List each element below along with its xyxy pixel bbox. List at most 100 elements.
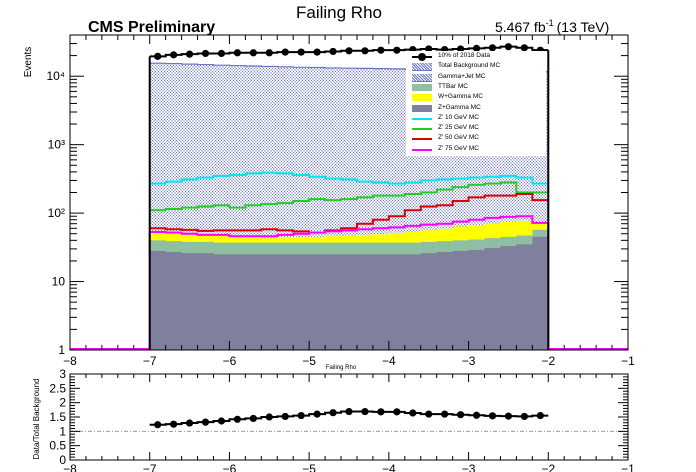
ratio-point xyxy=(154,421,162,429)
ratio-point xyxy=(488,412,497,420)
x-tick-label: −4 xyxy=(382,354,396,368)
ratio-y-tick-label: 3 xyxy=(59,367,66,381)
ratio-point xyxy=(393,408,401,416)
data-point xyxy=(265,49,273,57)
ratio-point xyxy=(472,411,481,419)
ratio-point xyxy=(345,407,353,416)
y-tick-label: 10³ xyxy=(48,138,65,152)
chart-title: Failing Rho xyxy=(296,3,382,22)
cms-label: CMS Preliminary xyxy=(88,19,215,36)
legend-swatch xyxy=(412,128,432,131)
lower-axes: −8 −7 −6 −5 −4 −3 −2 −1 00.511.522.53 xyxy=(49,367,635,472)
legend-swatch xyxy=(412,104,432,112)
legend-entry: Z' 75 GeV MC xyxy=(406,144,546,155)
ratio-point xyxy=(536,411,544,420)
ratio-y-tick-label: 0.5 xyxy=(49,439,66,453)
legend-label: Z' 10 GeV MC xyxy=(438,113,479,121)
data-outline xyxy=(149,45,549,58)
ratio-point xyxy=(201,418,210,426)
ratio-point xyxy=(281,412,289,421)
lumi-label: 5.467 fb-1 (13 TeV) xyxy=(495,18,609,35)
y-tick-label: 10 xyxy=(52,275,66,289)
legend-swatch xyxy=(412,73,432,82)
x-tick-label: −3 xyxy=(462,354,476,368)
ratio-x-tick-label: −1 xyxy=(621,462,635,472)
ratio-y-tick-label: 1.5 xyxy=(49,410,66,424)
legend-swatch xyxy=(412,138,432,141)
ratio-point xyxy=(425,410,433,418)
data-point xyxy=(345,47,353,55)
ratio-point xyxy=(377,408,385,416)
ratio-x-tick-label: −6 xyxy=(223,462,237,472)
ratio-point xyxy=(361,407,369,416)
ratio-point xyxy=(233,415,241,423)
legend-swatch xyxy=(412,148,432,151)
ratio-point xyxy=(313,410,321,418)
upper-y-axis-label: Events xyxy=(23,47,34,78)
data-point xyxy=(457,45,465,53)
ratio-point xyxy=(441,410,449,418)
z-gamma-bar xyxy=(484,247,501,350)
z-gamma-bar xyxy=(356,254,374,350)
x-tick-label: −1 xyxy=(621,354,635,368)
legend-entry: Z+Gamma MC xyxy=(406,103,546,114)
legend-swatch xyxy=(412,63,432,72)
legend-swatch xyxy=(412,94,432,102)
data-point xyxy=(201,49,210,58)
ratio-point xyxy=(185,419,194,427)
data-point xyxy=(185,50,194,58)
x-tick-label: −7 xyxy=(143,354,157,368)
z-gamma-bar xyxy=(309,254,326,350)
data-point xyxy=(313,48,321,56)
z-gamma-bar xyxy=(181,253,198,350)
upper-x-axis-label: Failing Rho xyxy=(326,365,357,371)
z-gamma-bar xyxy=(372,254,390,350)
z-gamma-bar xyxy=(277,254,294,350)
legend-label: Z' 75 GeV MC xyxy=(438,144,479,152)
legend-label: 10% of 2018 Data xyxy=(438,52,491,59)
legend-entry: Z' 50 GeV MC xyxy=(406,133,546,144)
ratio-point xyxy=(457,411,465,419)
legend-swatch xyxy=(412,117,432,120)
x-tick-label: −6 xyxy=(223,354,237,368)
z-gamma-bar xyxy=(213,254,230,350)
data-point xyxy=(233,49,241,57)
ratio-point xyxy=(504,412,513,420)
z-gamma-bar xyxy=(436,252,453,350)
legend-label: TTBar MC xyxy=(438,82,468,90)
legend-entry: Gamma+Jet MC xyxy=(406,72,546,83)
ratio-y-tick-label: 2 xyxy=(59,396,66,410)
ratio-point xyxy=(249,414,257,423)
z-gamma-bar xyxy=(245,254,262,350)
legend-label: Z' 50 GeV MC xyxy=(438,134,479,142)
data-point xyxy=(170,51,178,59)
ratio-point xyxy=(170,420,178,428)
ratio-y-tick-label: 1 xyxy=(59,424,66,438)
ratio-y-tick-label: 2.5 xyxy=(49,381,66,395)
data-point xyxy=(249,49,257,57)
x-tick-label: −8 xyxy=(63,354,77,368)
legend: 10% of 2018 Data Total Background MC Gamma… xyxy=(406,51,546,156)
legend-label: Z+Gamma MC xyxy=(438,103,481,111)
ratio-x-tick-label: −4 xyxy=(382,462,396,472)
legend-entry: 10% of 2018 Data xyxy=(406,51,546,62)
ratio-point xyxy=(409,409,417,417)
z-gamma-bar xyxy=(532,236,549,350)
legend-entry: TTBar MC xyxy=(406,82,546,93)
data-point xyxy=(297,48,305,56)
legend-entry: Z' 25 GeV MC xyxy=(406,123,546,134)
lumi-value: 5.467 fb xyxy=(495,19,546,35)
z-gamma-bar xyxy=(341,254,358,350)
legend-label: W+Gamma MC xyxy=(438,93,483,101)
ratio-points xyxy=(149,407,549,429)
data-point xyxy=(217,49,226,58)
z-gamma-bar xyxy=(420,253,437,350)
z-gamma-bar xyxy=(388,254,406,350)
legend-label: Total Background MC xyxy=(438,62,501,70)
data-point xyxy=(329,47,337,56)
zprime-75-line xyxy=(149,215,549,238)
legend-entry: Z' 10 GeV MC xyxy=(406,113,546,124)
ratio-y-tick-label: 0 xyxy=(59,453,66,467)
upper-axes: −8 −7 −6 −5 −4 −3 −2 −1 1 10 10² 10³ 10⁴ xyxy=(46,34,635,368)
